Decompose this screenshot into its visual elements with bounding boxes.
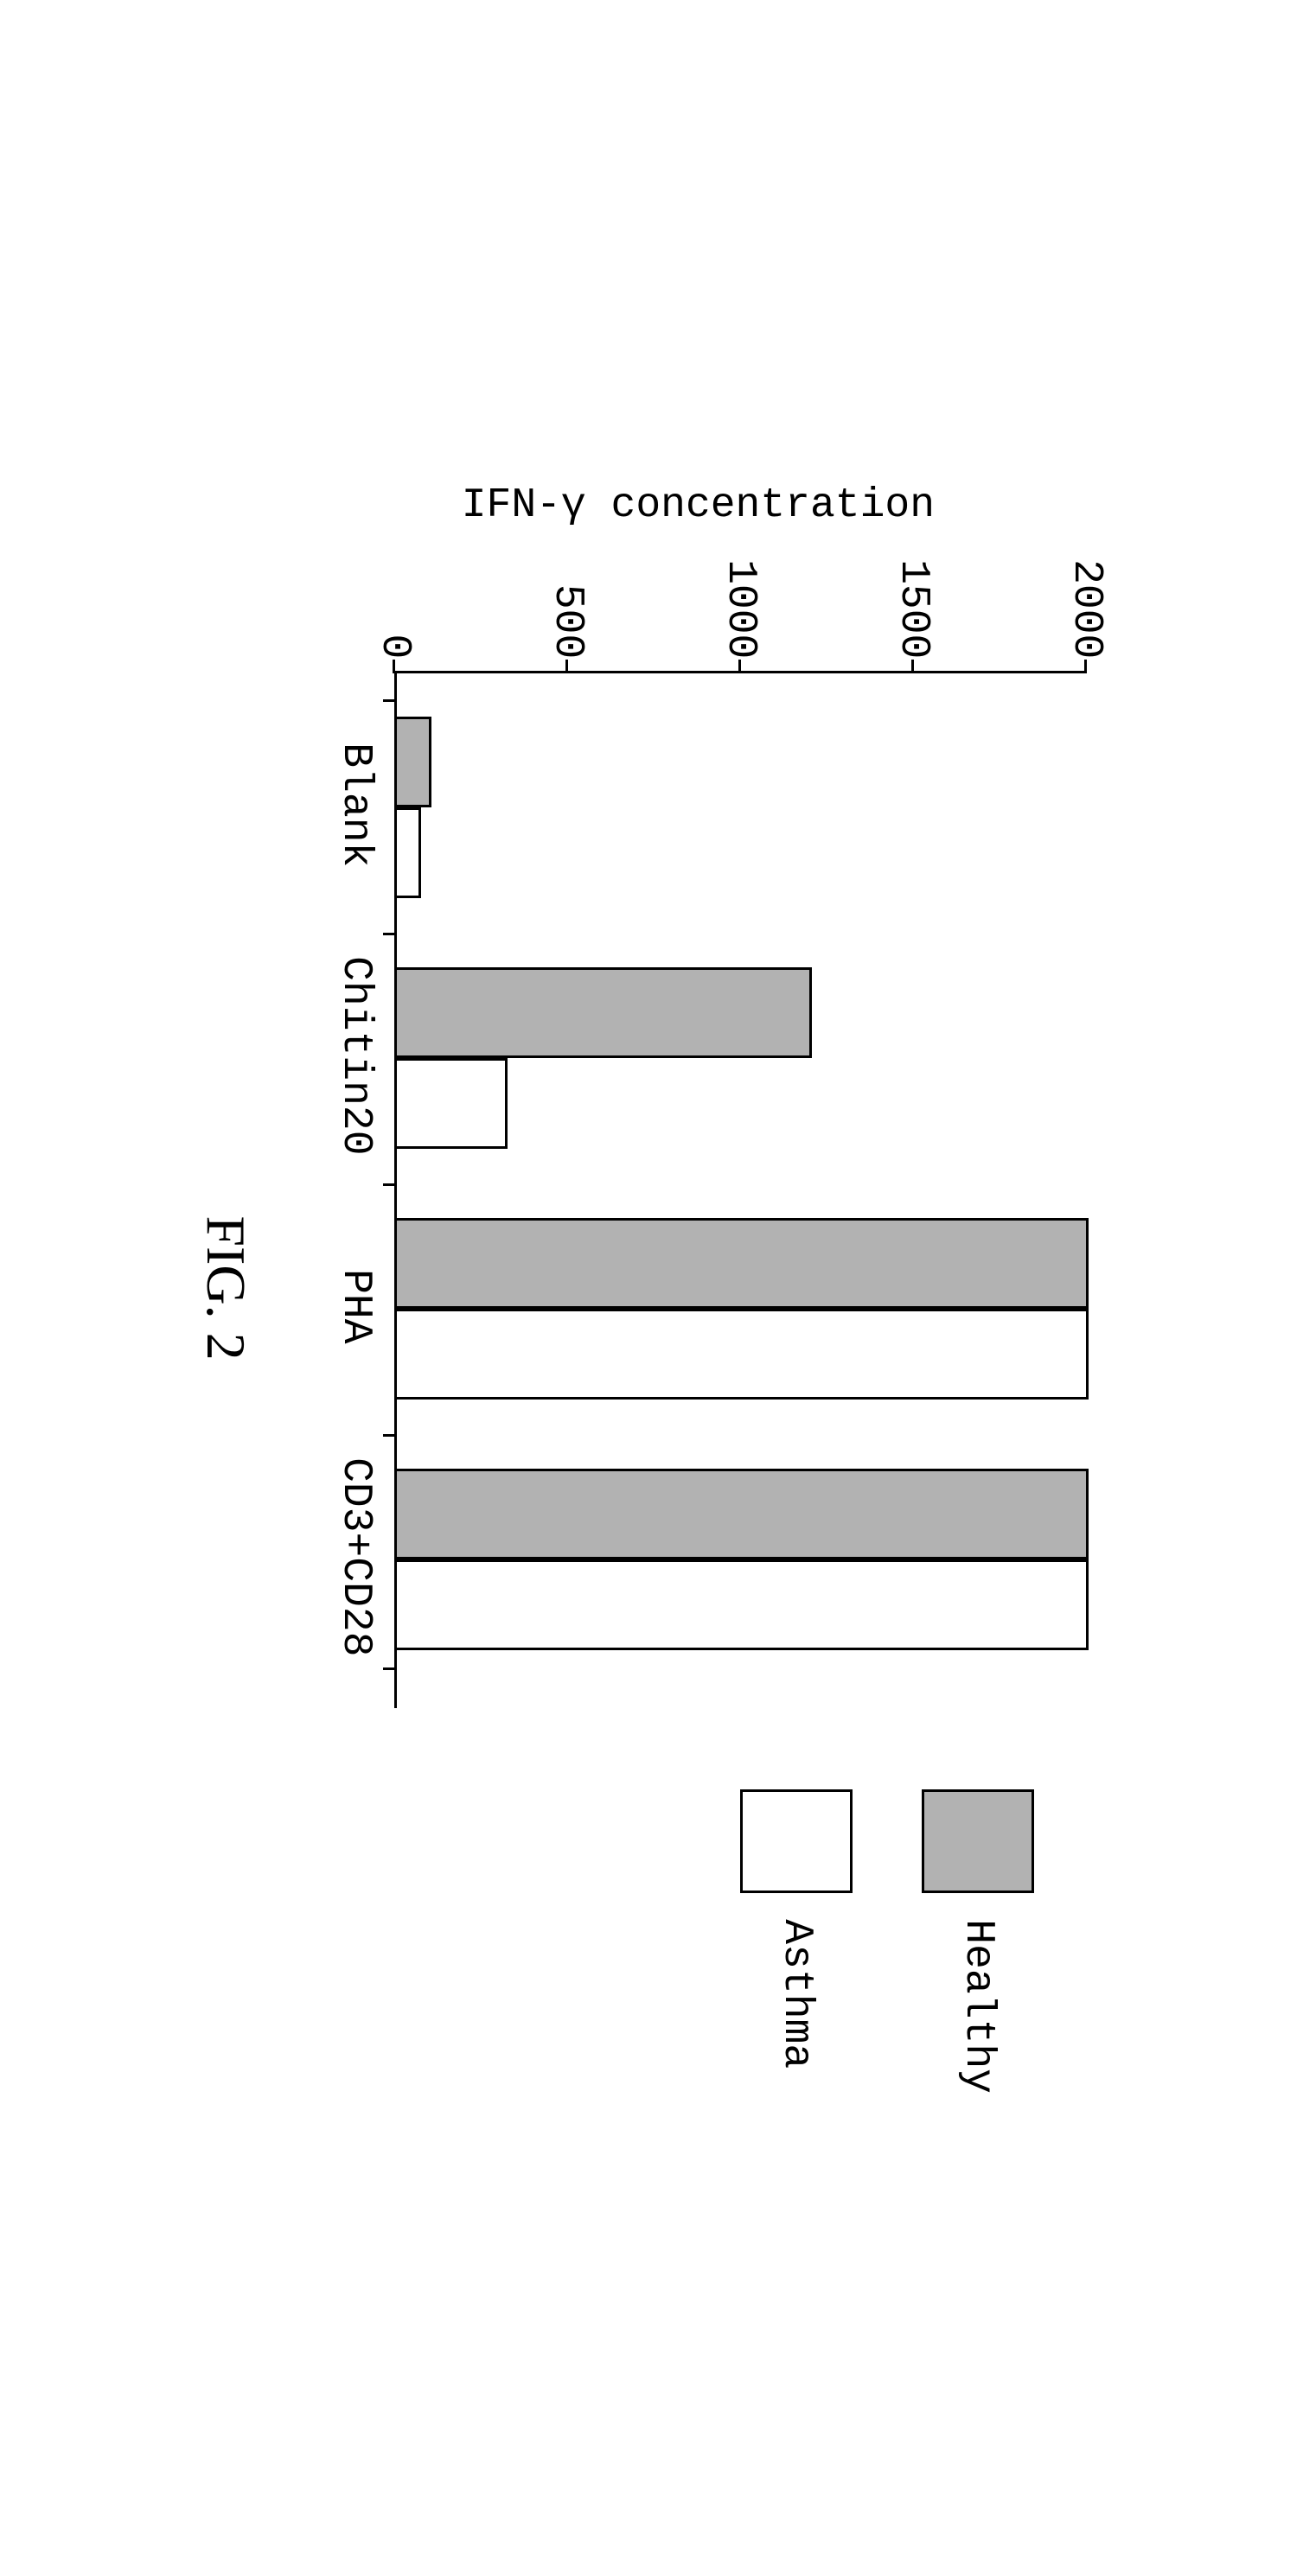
x-tick-mark: [383, 933, 397, 935]
x-tick-mark: [383, 1667, 397, 1670]
plot-region: [394, 671, 1086, 1708]
bar: [397, 1469, 1089, 1559]
bar: [397, 717, 431, 807]
plot-area: IFN-γ concentration 2000150010005000 Bla…: [310, 482, 1086, 1755]
bar: [397, 1309, 1089, 1400]
bar: [397, 1559, 1089, 1650]
legend-label: Healthy: [955, 1919, 1001, 2094]
y-tick-mark: [566, 660, 569, 673]
x-axis-labels: Blank Chitin20 PHA CD3+CD28: [310, 671, 379, 1708]
bar: [397, 967, 812, 1058]
x-tick-mark: [383, 1434, 397, 1437]
bar-group: [397, 967, 812, 1149]
figure-container: IFN-γ concentration 2000150010005000 Bla…: [35, 35, 1268, 2541]
legend-item: Healthy: [922, 1789, 1034, 2094]
bar: [397, 807, 421, 898]
legend-label: Asthma: [773, 1919, 820, 2069]
legend-swatch: [740, 1789, 853, 1893]
legend-item: Asthma: [740, 1789, 853, 2094]
y-tick-mark: [739, 660, 742, 673]
figure-caption: FIG. 2: [194, 1215, 258, 1360]
y-tick-mark: [912, 660, 915, 673]
x-axis-category-label: Chitin20: [332, 956, 379, 1155]
x-tick-mark: [383, 1183, 397, 1186]
bar-group: [397, 717, 431, 898]
x-axis-category-label: CD3+CD28: [332, 1457, 379, 1656]
bar-group: [397, 1469, 1089, 1650]
bar: [397, 1218, 1089, 1309]
y-axis-label: IFN-γ concentration: [461, 482, 934, 529]
bar: [397, 1058, 508, 1149]
legend: Healthy Asthma: [740, 1789, 1034, 2094]
chart-inner: IFN-γ concentration 2000150010005000 Bla…: [194, 482, 1086, 2094]
x-axis-category-label: Blank: [332, 743, 379, 867]
x-axis-category-label: PHA: [332, 1269, 379, 1343]
x-tick-mark: [383, 699, 397, 702]
rotated-chart-wrapper: IFN-γ concentration 2000150010005000 Bla…: [35, 683, 1245, 1893]
y-tick-mark: [393, 660, 396, 673]
y-axis-ticks: 2000150010005000: [394, 559, 1086, 671]
legend-swatch: [922, 1789, 1034, 1893]
bar-group: [397, 1218, 1089, 1400]
y-tick-mark: [1085, 660, 1088, 673]
